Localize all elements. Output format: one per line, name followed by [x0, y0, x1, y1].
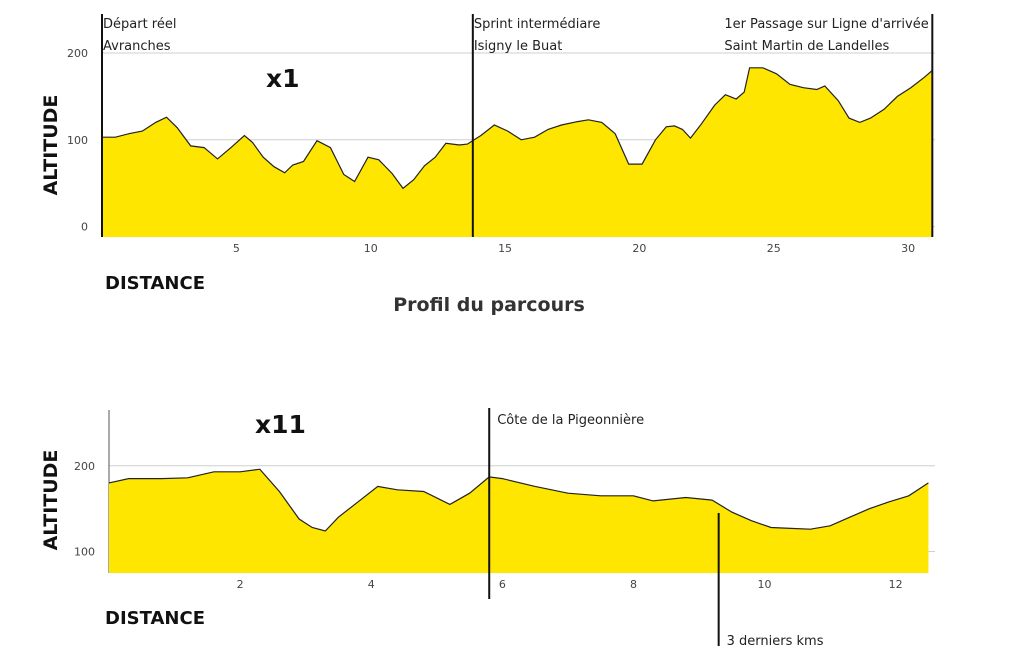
chart1-y-tick-label: 100 [67, 134, 88, 147]
chart1-x-ticks: 5 10 15 20 25 30 [233, 242, 915, 255]
chart1-x-axis-label: DISTANCE [105, 273, 205, 294]
chart1-laps-label: x1 [266, 64, 300, 93]
chart1-x-tick-label: 25 [767, 242, 781, 255]
chart1-y-tick-label: 200 [67, 47, 88, 60]
chart1-x-tick-label: 5 [233, 242, 240, 255]
chart2-x-tick-label: 2 [237, 578, 244, 591]
chart1-elevation-area [102, 67, 933, 237]
chart1-marker-label-line1: Départ réel [103, 17, 176, 32]
chart1-marker-label-line1: 1er Passage sur Ligne d'arrivée [724, 17, 928, 32]
chart1-marker-label-line1: Sprint intermédiare [474, 17, 601, 32]
chart2-x-axis-label: DISTANCE [105, 608, 205, 629]
chart1-x-tick-label: 20 [632, 242, 646, 255]
chart2-x-tick-label: 6 [499, 578, 506, 591]
chart2-elevation-area [108, 468, 929, 573]
chart2-elevation-fill [109, 469, 929, 573]
chart2-marker-label: 3 derniers kms [727, 634, 824, 649]
chart1-marker-label-line2: Avranches [103, 39, 171, 54]
chart2-laps-label: x11 [255, 410, 306, 439]
chart1-elevation-fill [102, 67, 933, 237]
chart1-markers: Départ réel Avranches Sprint intermédiare I… [101, 14, 934, 237]
chart2-x-tick-label: 8 [630, 578, 637, 591]
chart2-markers: Côte de la Pigeonnière 3 derniers kms [488, 408, 824, 649]
chart2-y-tick-label: 100 [74, 546, 95, 559]
chart2-x-tick-label: 10 [758, 578, 772, 591]
chart2-y-tick-label: 200 [74, 460, 95, 473]
chart2-y-axis-label: ALTITUDE [40, 450, 62, 551]
chart1-x-tick-label: 15 [498, 242, 512, 255]
page-title: Profil du parcours [393, 294, 585, 316]
chart-circuit-lap: Côte de la Pigeonnière 3 derniers kms 100… [40, 408, 935, 649]
chart1-marker-label-line2: Isigny le Buat [474, 39, 562, 54]
chart2-x-tick-label: 12 [889, 578, 903, 591]
chart2-x-ticks: 2 4 6 8 10 12 [237, 578, 903, 591]
chart1-y-tick-label: 0 [81, 221, 88, 234]
chart1-x-tick-label: 10 [364, 242, 378, 255]
chart1-marker-label-line2: Saint Martin de Landelles [724, 39, 889, 54]
chart-full-course: Départ réel Avranches Sprint intermédiare I… [40, 14, 935, 294]
chart2-x-tick-label: 4 [368, 578, 375, 591]
chart1-y-ticks: 0 100 200 [67, 47, 88, 234]
chart2-y-ticks: 100 200 [74, 460, 95, 559]
chart1-elevation-line [102, 67, 933, 190]
chart2-marker-label: Côte de la Pigeonnière [497, 413, 644, 428]
chart1-y-axis-label: ALTITUDE [40, 95, 62, 196]
chart2-elevation-line [108, 468, 929, 532]
chart1-x-tick-label: 30 [901, 242, 915, 255]
